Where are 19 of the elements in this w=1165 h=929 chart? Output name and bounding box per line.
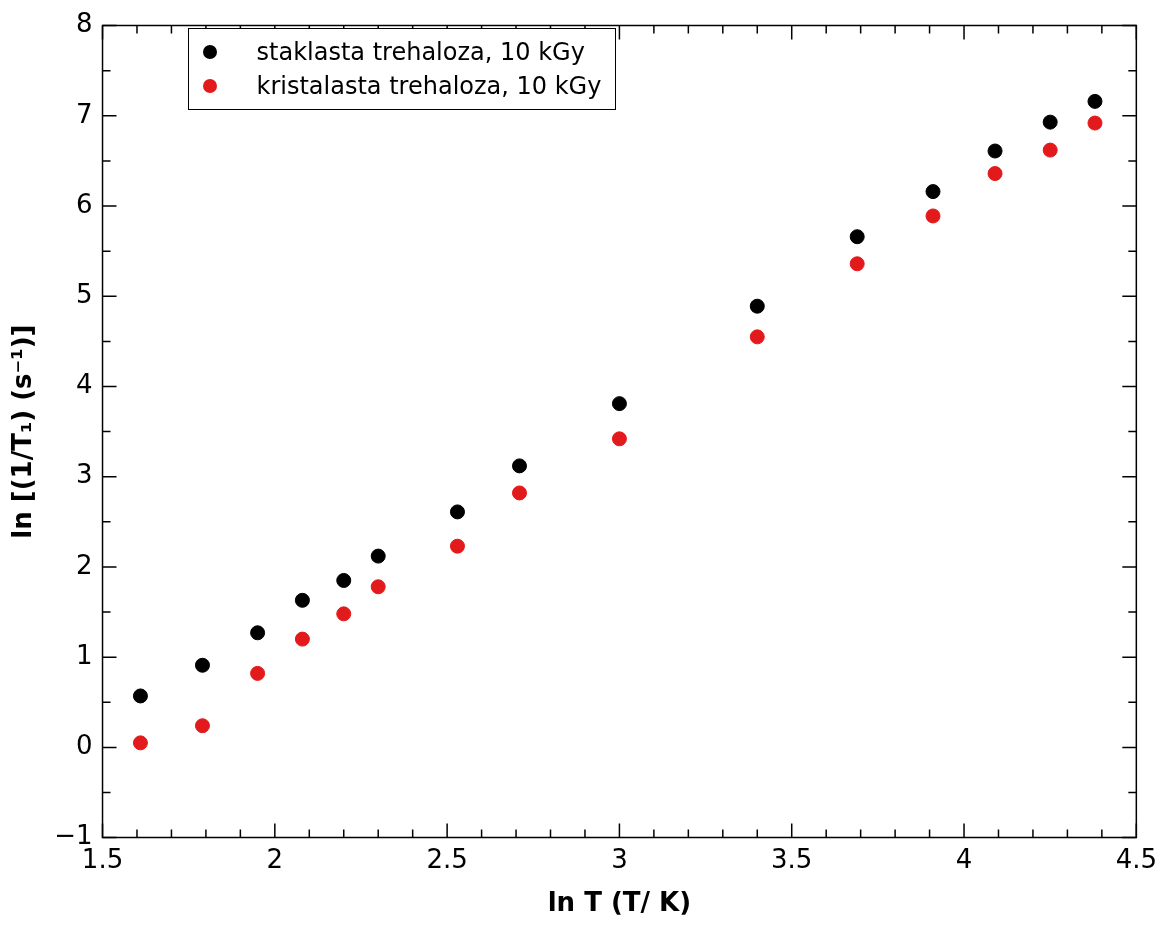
y-tick-label: 8 bbox=[75, 8, 93, 39]
x-tick-label: 4 bbox=[955, 843, 973, 874]
y-tick-label: 5 bbox=[75, 279, 93, 310]
y-axis-title: ln [(1/T₁) (s⁻¹)] bbox=[7, 324, 38, 539]
x-tick-label: 4.5 bbox=[1115, 843, 1158, 874]
x-tick-label: 2 bbox=[266, 843, 284, 874]
y-tick-label: 7 bbox=[75, 98, 93, 129]
x-tick-label: 3 bbox=[611, 843, 628, 874]
y-tick-label: 2 bbox=[75, 549, 93, 580]
x-axis-title: ln T (T/ K) bbox=[547, 887, 692, 918]
legend-label: staklasta trehaloza, 10 kGy bbox=[256, 36, 585, 68]
legend-label: kristalasta trehaloza, 10 kGy bbox=[256, 70, 602, 102]
y-tick-label: 1 bbox=[75, 639, 93, 670]
y-tick-label: 4 bbox=[75, 369, 93, 400]
y-tick-label: 6 bbox=[75, 188, 93, 219]
x-tick-label: 3.5 bbox=[771, 843, 813, 874]
y-tick-label: 3 bbox=[75, 459, 93, 490]
x-tick-label: 2.5 bbox=[426, 843, 468, 874]
y-tick-label: 0 bbox=[75, 730, 93, 761]
